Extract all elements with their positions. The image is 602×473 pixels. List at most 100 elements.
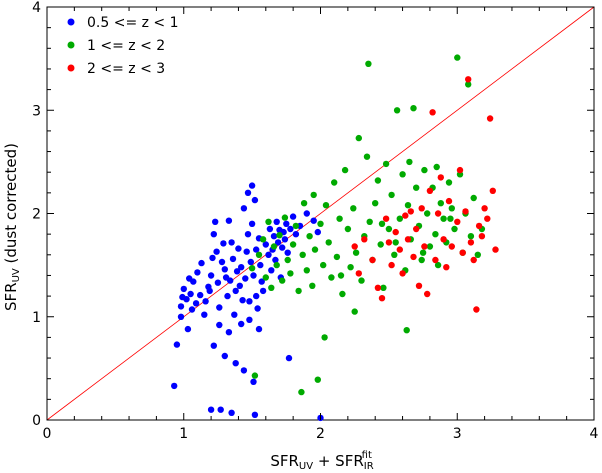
data-point bbox=[391, 251, 398, 258]
data-point bbox=[434, 210, 442, 217]
data-point bbox=[299, 251, 306, 258]
data-point bbox=[404, 236, 412, 243]
data-point bbox=[240, 205, 248, 212]
data-point bbox=[429, 109, 436, 116]
data-point bbox=[289, 241, 297, 248]
data-point bbox=[355, 134, 362, 142]
y-tick-label: 0 bbox=[32, 413, 41, 429]
data-point bbox=[217, 406, 224, 413]
data-point bbox=[447, 215, 454, 222]
data-point bbox=[202, 298, 209, 305]
data-point bbox=[197, 291, 204, 299]
legend-label: 0.5 <= z < 1 bbox=[87, 15, 179, 31]
data-point bbox=[232, 287, 239, 295]
data-point bbox=[180, 285, 187, 293]
data-point bbox=[355, 270, 362, 277]
data-point bbox=[333, 253, 341, 261]
legend-label: 1 <= z < 2 bbox=[87, 38, 165, 54]
data-point bbox=[445, 197, 453, 205]
data-point bbox=[262, 241, 269, 248]
data-point bbox=[366, 218, 373, 225]
data-point bbox=[432, 231, 439, 238]
data-point bbox=[171, 382, 178, 390]
data-point bbox=[229, 255, 237, 263]
data-point bbox=[331, 179, 338, 186]
data-point bbox=[206, 287, 213, 295]
data-point bbox=[257, 261, 264, 269]
y-tick-label: 2 bbox=[32, 207, 41, 223]
data-point bbox=[248, 182, 256, 189]
data-point bbox=[344, 225, 352, 233]
data-point bbox=[377, 241, 384, 248]
data-point bbox=[300, 200, 308, 207]
data-point bbox=[467, 233, 475, 240]
data-point bbox=[216, 321, 223, 329]
data-point bbox=[251, 196, 259, 204]
data-point bbox=[190, 278, 197, 285]
data-point bbox=[385, 225, 393, 233]
data-point bbox=[198, 259, 205, 267]
data-point bbox=[432, 256, 439, 264]
data-point bbox=[385, 239, 393, 246]
data-point bbox=[361, 236, 368, 243]
data-point bbox=[220, 240, 227, 247]
data-point bbox=[454, 54, 461, 61]
legend-marker bbox=[67, 41, 75, 49]
data-point bbox=[287, 270, 294, 277]
x-tick-label: 3 bbox=[453, 426, 462, 442]
data-point bbox=[325, 239, 332, 246]
data-point bbox=[270, 233, 278, 240]
data-point bbox=[240, 367, 248, 374]
data-point bbox=[378, 295, 386, 302]
data-point bbox=[465, 76, 472, 83]
data-point bbox=[246, 316, 253, 323]
data-point bbox=[281, 236, 289, 243]
data-point bbox=[339, 290, 346, 298]
data-point bbox=[303, 210, 310, 217]
data-point bbox=[207, 406, 215, 413]
data-point bbox=[298, 388, 305, 396]
data-point bbox=[484, 215, 491, 222]
data-point bbox=[403, 327, 410, 334]
data-point bbox=[284, 249, 291, 256]
legend: 0.5 <= z < 1 1 <= z < 2 2 <= z < 3 bbox=[67, 15, 179, 77]
data-point bbox=[227, 277, 234, 284]
y-tick-label: 4 bbox=[32, 0, 41, 16]
data-point bbox=[213, 248, 220, 255]
data-point bbox=[268, 284, 275, 291]
data-point bbox=[177, 303, 185, 310]
data-point bbox=[188, 306, 196, 313]
data-point bbox=[406, 158, 413, 166]
data-point bbox=[336, 215, 343, 222]
data-point bbox=[407, 208, 414, 215]
data-point bbox=[184, 325, 192, 333]
data-point bbox=[365, 60, 372, 67]
data-point bbox=[255, 325, 263, 333]
data-point bbox=[273, 261, 280, 269]
data-point bbox=[465, 81, 472, 88]
data-point bbox=[314, 228, 321, 236]
data-point bbox=[424, 210, 431, 217]
data-point bbox=[358, 277, 365, 284]
x-axis-label: SFRUV + SFRIRfit bbox=[270, 450, 373, 472]
data-point bbox=[242, 275, 249, 282]
data-point bbox=[473, 306, 480, 313]
data-point bbox=[372, 200, 379, 207]
data-point bbox=[486, 115, 494, 122]
data-point bbox=[347, 264, 354, 271]
data-point bbox=[426, 243, 434, 250]
data-point bbox=[273, 218, 280, 225]
data-point bbox=[183, 296, 190, 303]
data-point bbox=[309, 282, 316, 289]
data-point bbox=[399, 171, 406, 178]
data-point bbox=[418, 205, 425, 212]
y-axis-label: SFRUV (dust corrected) bbox=[2, 143, 22, 311]
data-point bbox=[292, 222, 300, 230]
data-point bbox=[194, 269, 201, 276]
data-point bbox=[221, 266, 228, 273]
data-point bbox=[303, 267, 310, 274]
data-point bbox=[187, 290, 194, 298]
data-point bbox=[418, 256, 425, 264]
data-point bbox=[270, 243, 278, 250]
data-point bbox=[437, 174, 444, 181]
